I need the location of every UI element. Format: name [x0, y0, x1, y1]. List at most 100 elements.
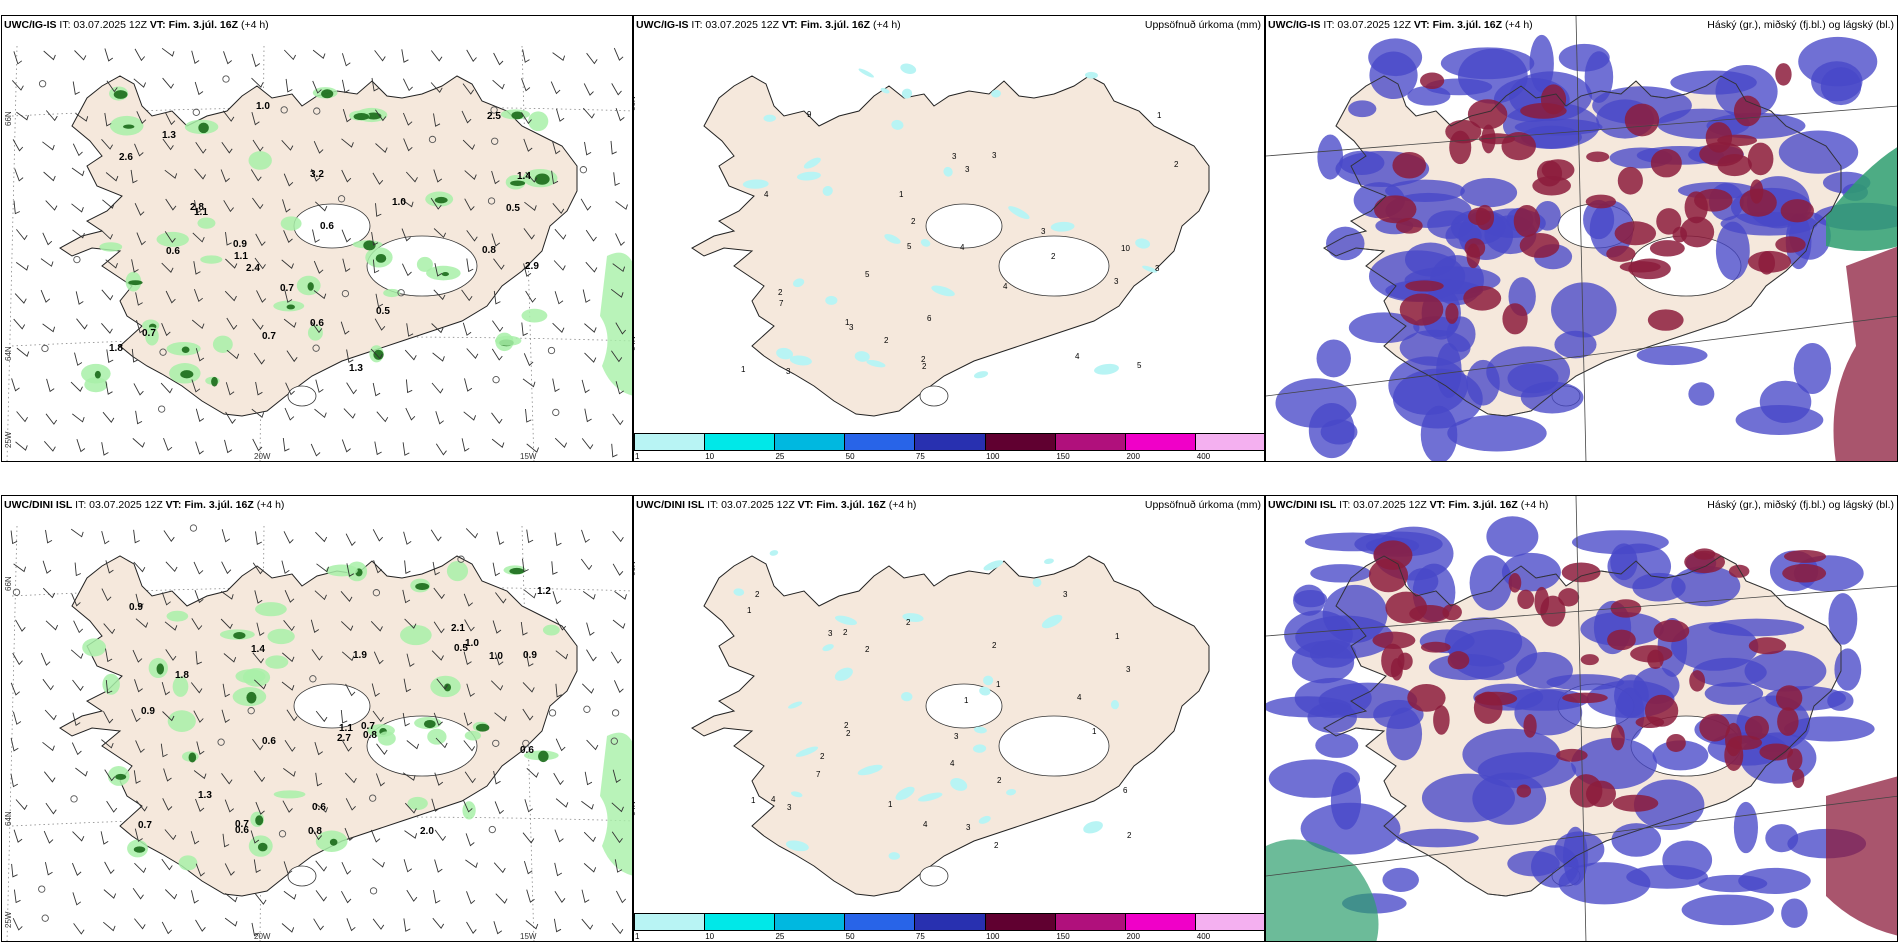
- wind-barb: [523, 860, 533, 875]
- accum-precip-area: [866, 359, 886, 368]
- mid-cloud-area: [1399, 293, 1444, 326]
- wind-barb: [13, 318, 26, 330]
- lon-label-25: 25W: [4, 431, 13, 448]
- wind-barb: [282, 652, 295, 663]
- mid-cloud-area: [1385, 591, 1428, 624]
- low-cloud-area: [1497, 688, 1589, 711]
- vatnajokull-glacier: [293, 683, 371, 729]
- cloud-fields: [1266, 516, 1897, 941]
- wind-barb: [581, 683, 595, 694]
- value-label: 1.8: [175, 670, 189, 681]
- wind-barb: [221, 773, 233, 785]
- value-label: 0.7: [138, 820, 152, 831]
- wind-barb: [404, 830, 418, 839]
- value-label: 2: [992, 641, 997, 650]
- wind-barb: [583, 831, 596, 843]
- value-label: 2: [884, 336, 889, 345]
- wind-barb: [72, 81, 80, 95]
- wind-barb: [45, 802, 57, 815]
- wind-barb: [582, 289, 591, 303]
- precip-light-area: [156, 231, 189, 247]
- wind-barb: [584, 771, 593, 786]
- wind-barb: [42, 587, 56, 599]
- wind-barb: [611, 922, 624, 935]
- wind-barb: [73, 620, 84, 634]
- wind-barb: [311, 649, 323, 661]
- wind-barb: [12, 139, 24, 152]
- mid-cloud-area: [1826, 776, 1897, 936]
- wind-barb: [193, 710, 204, 723]
- wind-barb: [554, 437, 568, 448]
- wind-barbs: [11, 47, 628, 458]
- wind-barb: [220, 618, 233, 630]
- grid-line: [521, 45, 535, 461]
- wind-barb: [103, 921, 116, 932]
- value-label: 3: [954, 732, 959, 741]
- wind-barb: [10, 530, 18, 545]
- grid-line: [1266, 315, 1897, 397]
- wind-barb: [404, 560, 411, 574]
- low-cloud-area: [1793, 555, 1864, 592]
- calm-circle: [222, 75, 230, 83]
- wind-barb: [226, 317, 238, 330]
- wind-barb: [193, 288, 203, 303]
- accum-precip-area: [834, 667, 853, 681]
- low-cloud-area: [1733, 801, 1758, 854]
- low-cloud-area: [1704, 682, 1764, 705]
- wind-barb: [342, 258, 351, 273]
- accum-precip-area: [1094, 363, 1119, 375]
- precip-heavy-area: [181, 346, 190, 353]
- wind-barb: [162, 77, 174, 89]
- wind-barb: [583, 83, 594, 96]
- value-label: 6: [927, 314, 932, 323]
- wind-barb: [136, 111, 147, 124]
- precip-light-area: [145, 326, 159, 346]
- precip-heavy-area: [475, 723, 490, 732]
- wind-barb: [610, 140, 617, 155]
- value-label: 1.0: [465, 638, 479, 649]
- mid-cloud-area: [1650, 148, 1682, 178]
- precip-heavy-area: [133, 846, 146, 853]
- mid-cloud-area: [1749, 179, 1764, 204]
- wind-barb: [370, 829, 381, 843]
- glacier: [998, 235, 1110, 297]
- wind-barb: [42, 678, 54, 691]
- low-cloud-area: [1793, 343, 1832, 394]
- low-cloud-area: [1551, 282, 1617, 338]
- calm-circle: [579, 166, 588, 174]
- wind-barb: [555, 738, 566, 752]
- wind-barb: [584, 352, 597, 363]
- wind-barb: [580, 198, 592, 211]
- colorbar-tick-label: 50: [845, 452, 855, 461]
- colorbar: [634, 913, 1264, 931]
- wind-barb: [341, 862, 352, 875]
- wind-barb: [313, 918, 324, 931]
- accum-precip-area: [880, 87, 890, 94]
- wind-barb: [523, 589, 537, 599]
- mid-cloud-area: [1585, 780, 1616, 808]
- value-label: 2: [846, 729, 851, 738]
- low-cloud-area: [1348, 312, 1420, 344]
- wind-barb: [435, 411, 444, 425]
- wind-barb: [402, 112, 413, 126]
- wind-barb: [586, 649, 597, 662]
- value-label: 5: [1137, 361, 1142, 370]
- wind-barb: [253, 679, 267, 690]
- low-cloud-area: [1615, 687, 1645, 741]
- accum-precip-area: [917, 792, 943, 802]
- mid-cloud-area: [1606, 245, 1636, 262]
- precip-light-area: [446, 561, 469, 582]
- mid-cloud-area: [1775, 63, 1792, 86]
- wind-barb: [314, 590, 327, 601]
- mid-cloud-area: [1532, 176, 1571, 196]
- value-label: 3: [1126, 665, 1131, 674]
- wind-barb: [581, 918, 594, 930]
- wind-barb: [462, 322, 472, 336]
- lat-label-64: 64N: [633, 336, 637, 351]
- precip-heavy-area: [286, 304, 295, 310]
- value-label: 1: [1115, 632, 1120, 641]
- wind-barb: [165, 290, 176, 304]
- accum-precip-area: [979, 686, 991, 696]
- wind-barb: [45, 110, 58, 122]
- value-label: 0.9: [141, 706, 155, 717]
